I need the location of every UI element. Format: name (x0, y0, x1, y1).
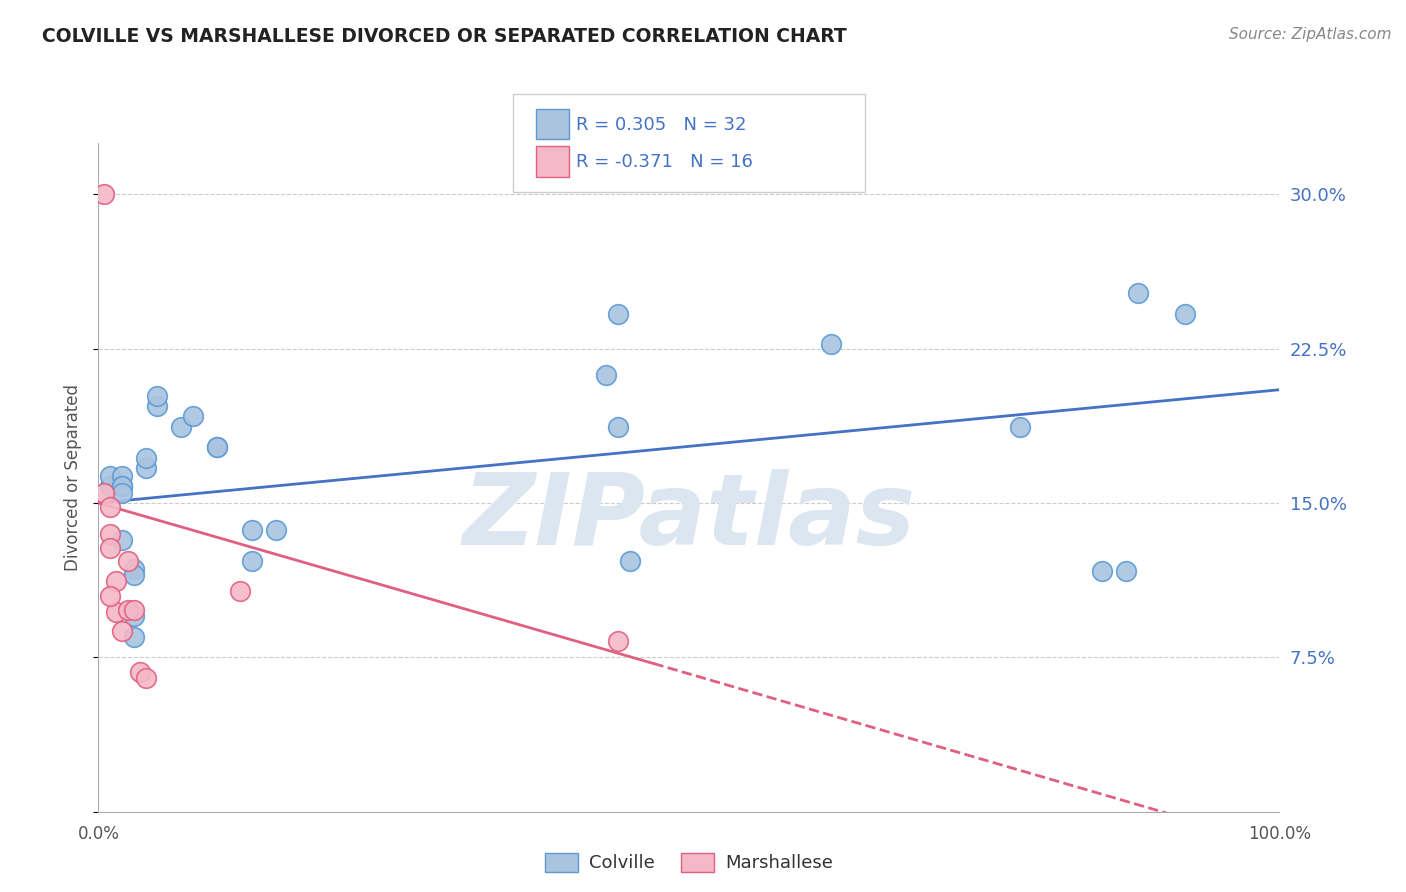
Point (229, 584, 252, 599)
Point (111, 479, 134, 493)
Point (170, 419, 193, 434)
Point (205, 441, 228, 455)
Point (181, 409, 204, 424)
Point (146, 389, 169, 403)
Point (1008, 419, 1031, 434)
Point (111, 533, 134, 547)
Point (111, 479, 134, 493)
Point (135, 671, 157, 685)
Point (122, 603, 145, 617)
Point (98, 479, 121, 493)
Point (117, 603, 139, 617)
Point (98, 589, 121, 603)
Point (122, 562, 145, 576)
Point (595, 368, 617, 383)
Legend: Colville, Marshallese: Colville, Marshallese (538, 846, 839, 880)
Point (128, 665, 150, 679)
Point (93, 187, 115, 202)
Point (93, 485, 115, 500)
Point (205, 441, 228, 455)
Text: R = -0.371   N = 16: R = -0.371 N = 16 (576, 153, 754, 171)
Point (820, 337, 842, 351)
Point (122, 630, 145, 644)
Point (105, 605, 128, 619)
Point (264, 523, 287, 537)
Point (240, 553, 263, 567)
Point (135, 461, 157, 475)
Point (135, 450, 157, 465)
Point (98, 500, 121, 514)
Point (98, 526, 121, 541)
Point (619, 553, 641, 567)
Point (607, 307, 630, 321)
Text: COLVILLE VS MARSHALLESE DIVORCED OR SEPARATED CORRELATION CHART: COLVILLE VS MARSHALLESE DIVORCED OR SEPA… (42, 27, 846, 45)
Point (607, 633, 630, 648)
Point (146, 399, 169, 413)
Point (607, 419, 630, 434)
Point (98, 469, 121, 483)
Point (122, 568, 145, 582)
Point (111, 469, 134, 483)
Y-axis label: Divorced or Separated: Divorced or Separated (65, 384, 83, 571)
Point (1126, 285, 1149, 300)
Point (117, 553, 139, 567)
Point (240, 523, 263, 537)
Point (98, 541, 121, 556)
Text: ZIPatlas: ZIPatlas (463, 469, 915, 566)
Point (105, 574, 128, 589)
Point (1115, 564, 1137, 578)
Point (122, 609, 145, 624)
Text: Source: ZipAtlas.com: Source: ZipAtlas.com (1229, 27, 1392, 42)
Point (111, 485, 134, 500)
Point (111, 624, 134, 638)
Point (1091, 564, 1114, 578)
Text: R = 0.305   N = 32: R = 0.305 N = 32 (576, 116, 747, 134)
Point (1174, 307, 1197, 321)
